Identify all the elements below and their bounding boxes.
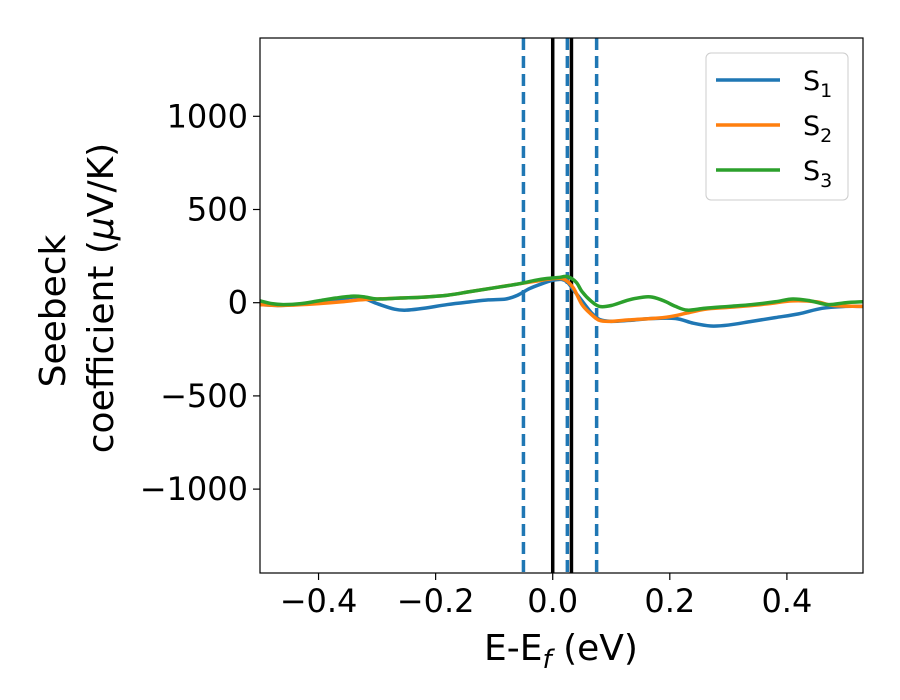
legend-item-s1: S1 bbox=[716, 66, 832, 102]
legend-item-s3: S3 bbox=[716, 156, 832, 192]
x-tick-label: −0.4 bbox=[280, 582, 358, 620]
y-tick-label: 0 bbox=[228, 284, 248, 322]
y-axis-title-line1: Seebeck bbox=[33, 234, 74, 387]
y-tick-label: 500 bbox=[187, 190, 248, 228]
y-tick-label: −500 bbox=[160, 377, 248, 415]
legend-label: S1 bbox=[803, 66, 832, 102]
y-axis-title: Seebeck coefficient (μV/K) bbox=[33, 143, 122, 453]
series-line-s2 bbox=[260, 276, 863, 324]
legend: S1 S2 S3 bbox=[705, 52, 849, 201]
plot-frame bbox=[259, 37, 864, 574]
y-tick-label: 1000 bbox=[167, 97, 248, 135]
x-axis-title: E-Ef (eV) bbox=[484, 628, 638, 675]
x-tick-label: 0.2 bbox=[644, 582, 695, 620]
series-lines bbox=[260, 274, 863, 328]
x-axis-ticks: −0.4 −0.2 0.0 0.2 0.4 bbox=[280, 573, 812, 620]
series-line-s3 bbox=[260, 274, 863, 312]
x-tick-label: −0.2 bbox=[397, 582, 475, 620]
y-axis-ticks: 1000 500 0 −500 −1000 bbox=[140, 97, 260, 508]
legend-label: S2 bbox=[803, 111, 832, 147]
y-axis-title-line2: coefficient (μV/K) bbox=[81, 143, 122, 453]
reference-lines bbox=[521, 38, 599, 573]
legend-label: S3 bbox=[803, 156, 832, 192]
x-tick-label: 0.4 bbox=[761, 582, 812, 620]
y-tick-label: −1000 bbox=[140, 470, 248, 508]
legend-item-s2: S2 bbox=[716, 111, 832, 147]
legend-items: S1 S2 S3 bbox=[716, 66, 832, 192]
x-tick-label: 0.0 bbox=[527, 582, 578, 620]
